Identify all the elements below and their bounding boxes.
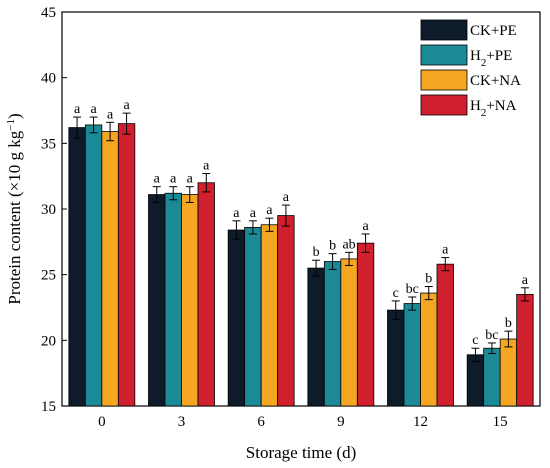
bar-H2+PE-9 — [323, 261, 342, 407]
sig-label-CK+PE-0: a — [74, 102, 81, 117]
sig-label-H2+PE-6: a — [250, 206, 257, 221]
sig-label-H2+PE-9: b — [329, 239, 336, 254]
bar-H2+PE-15 — [483, 347, 501, 407]
legend-swatch-H2+PE — [420, 44, 468, 66]
sig-label-H2+NA-3: a — [203, 159, 210, 174]
legend-swatch-CK+PE — [420, 19, 468, 41]
bar-H2+NA-15 — [516, 293, 534, 407]
bar-H2+NA-6 — [277, 215, 295, 407]
sig-label-CK+NA-9: ab — [342, 237, 355, 252]
legend-label-H2+PE: H2+PE — [470, 48, 512, 69]
sig-label-H2+NA-9: a — [362, 219, 369, 234]
y-tick-label-25: 25 — [41, 268, 56, 284]
sig-label-H2+PE-0: a — [90, 102, 97, 117]
sig-label-CK+NA-6: a — [266, 203, 273, 218]
y-tick-label-40: 40 — [41, 71, 56, 87]
sig-label-CK+NA-0: a — [107, 107, 114, 122]
bar-CK+PE-12 — [387, 309, 405, 407]
y-tick-label-15: 15 — [41, 399, 56, 415]
sig-label-CK+PE-9: b — [313, 245, 320, 260]
bar-CK+NA-15 — [499, 338, 518, 407]
sig-label-CK+PE-3: a — [154, 172, 161, 187]
sig-label-CK+PE-15: c — [472, 333, 478, 348]
legend-label-CK+PE: CK+PE — [470, 23, 517, 39]
y-tick-label-35: 35 — [41, 136, 56, 152]
bar-CK+PE-9 — [307, 267, 325, 407]
bar-CK+PE-15 — [466, 354, 485, 407]
sig-label-H2+NA-6: a — [283, 190, 290, 205]
x-tick-label-6: 6 — [257, 414, 265, 430]
bar-CK+NA-12 — [420, 292, 438, 407]
bar-CK+PE-6 — [227, 229, 246, 407]
x-tick-label-12: 12 — [413, 414, 428, 430]
legend-swatch-H2+NA — [420, 94, 468, 116]
bar-CK+NA-0 — [101, 131, 119, 407]
bar-H2+NA-0 — [117, 123, 136, 407]
sig-label-CK+NA-15: b — [505, 316, 512, 331]
x-tick-label-3: 3 — [178, 414, 186, 430]
y-tick-label-45: 45 — [41, 5, 56, 21]
y-tick-label-30: 30 — [41, 202, 56, 218]
bar-H2+PE-3 — [164, 192, 182, 407]
bar-CK+NA-6 — [260, 224, 279, 407]
x-axis-title: Storage time (d) — [246, 443, 356, 462]
sig-label-CK+PE-6: a — [233, 206, 240, 221]
bar-H2+PE-6 — [244, 226, 262, 407]
x-tick-label-15: 15 — [493, 414, 508, 430]
bar-CK+PE-3 — [148, 194, 166, 407]
y-axis-title: Protein content (×10 g kg−1) — [5, 113, 24, 304]
sig-label-H2+NA-0: a — [123, 98, 130, 113]
sig-label-H2+PE-15: bc — [485, 328, 498, 343]
sig-label-CK+PE-12: c — [393, 286, 399, 301]
sig-label-H2+PE-3: a — [170, 172, 177, 187]
sig-label-H2+NA-15: a — [522, 273, 529, 288]
x-tick-label-9: 9 — [337, 414, 345, 430]
bar-CK+PE-0 — [68, 127, 86, 407]
sig-label-CK+NA-12: b — [425, 271, 432, 286]
bar-H2+NA-12 — [436, 263, 454, 407]
sig-label-H2+NA-12: a — [442, 243, 449, 258]
bar-H2+NA-3 — [197, 182, 215, 407]
sig-label-CK+NA-3: a — [187, 172, 194, 187]
bar-H2+PE-0 — [84, 124, 103, 407]
x-tick-label-0: 0 — [98, 414, 106, 430]
bar-H2+NA-9 — [356, 242, 375, 407]
legend-swatch-CK+NA — [420, 69, 468, 91]
bar-CK+NA-3 — [181, 194, 199, 407]
sig-label-H2+PE-12: bc — [406, 282, 419, 297]
legend-label-CK+NA: CK+NA — [470, 73, 521, 89]
legend-label-H2+NA: H2+NA — [470, 98, 517, 119]
bar-CK+NA-9 — [340, 258, 358, 407]
y-tick-label-20: 20 — [41, 333, 56, 349]
bar-H2+PE-12 — [403, 303, 421, 407]
